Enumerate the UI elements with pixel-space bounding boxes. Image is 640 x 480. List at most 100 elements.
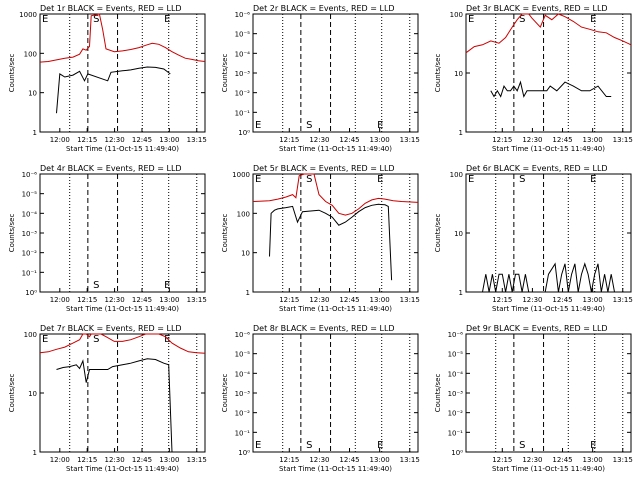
plot-frame	[252, 333, 419, 453]
x-tick-label: 12:15	[492, 136, 512, 144]
x-axis-label: Start Time (11-Oct-15 11:49:40)	[492, 305, 605, 313]
x-tick-label: 12:45	[552, 136, 572, 144]
event-marker-e: E	[255, 440, 261, 451]
y-tick-label: 10⁰	[451, 449, 463, 457]
panel-title: Det 9r BLACK = Events, RED = LLD	[466, 324, 608, 333]
event-marker-s: S	[519, 440, 525, 451]
y-tick-label: 10	[28, 390, 37, 398]
y-tick-label: 10⁻³	[235, 70, 251, 78]
y-tick-label: 10⁻¹	[448, 429, 464, 437]
event-marker-s: S	[93, 334, 99, 345]
y-tick-label: 1	[459, 289, 463, 297]
plot-frame	[39, 13, 206, 133]
x-tick-label: 12:15	[77, 456, 97, 464]
event-marker-e: E	[42, 334, 48, 345]
y-axis-label: Counts/sec	[221, 54, 229, 93]
x-axis-label: Start Time (11-Oct-15 11:49:40)	[279, 465, 392, 473]
x-tick-label: 12:15	[492, 296, 512, 304]
detector-panel-7: Det 7r BLACK = Events, RED = LLD 1 10 100 12…	[8, 324, 207, 473]
x-tick-label: 13:00	[159, 296, 179, 304]
y-tick-label: 1	[459, 129, 463, 137]
event-marker-e: E	[468, 174, 474, 185]
plot-frame	[252, 13, 419, 133]
x-tick-label: 13:00	[159, 456, 179, 464]
x-tick-label: 13:15	[187, 136, 207, 144]
x-tick-label: 12:15	[279, 296, 299, 304]
event-marker-s: S	[93, 280, 99, 291]
x-tick-label: 13:15	[400, 296, 420, 304]
event-marker-s: S	[306, 440, 312, 451]
panel-title: Det 2r BLACK = Events, RED = LLD	[253, 4, 395, 13]
y-tick-label: 10⁻⁶	[235, 11, 251, 19]
event-marker-e: E	[377, 120, 383, 131]
x-tick-label: 13:00	[370, 296, 390, 304]
y-tick-label: 10⁻⁵	[235, 31, 251, 39]
events-series	[269, 203, 393, 281]
x-axis-label: Start Time (11-Oct-15 11:49:40)	[492, 465, 605, 473]
y-tick-label: 10⁻³	[235, 390, 251, 398]
events-series	[56, 358, 173, 453]
event-marker-s: S	[306, 174, 312, 185]
y-tick-label: 10⁻²	[235, 90, 251, 98]
y-tick-label: 10⁰	[25, 289, 37, 297]
event-marker-s: S	[519, 14, 525, 25]
x-tick-label: 12:30	[522, 456, 542, 464]
x-tick-label: 12:15	[279, 456, 299, 464]
x-tick-label: 13:00	[370, 136, 390, 144]
y-tick-label: 1000	[232, 171, 250, 179]
x-tick-label: 13:15	[613, 456, 633, 464]
x-axis-label: Start Time (11-Oct-15 11:49:40)	[279, 145, 392, 153]
event-marker-e: E	[164, 280, 170, 291]
y-tick-label: 1	[33, 129, 37, 137]
x-axis-label: Start Time (11-Oct-15 11:49:40)	[66, 465, 179, 473]
lld-series	[465, 13, 632, 54]
x-tick-label: 12:00	[50, 296, 70, 304]
y-axis-label: Counts/sec	[221, 214, 229, 253]
x-tick-label: 12:00	[50, 136, 70, 144]
x-axis-label: Start Time (11-Oct-15 11:49:40)	[66, 145, 179, 153]
y-axis-label: Counts/sec	[434, 54, 442, 93]
y-tick-label: 10⁻⁴	[235, 370, 251, 378]
y-tick-label: 10⁻⁴	[235, 50, 251, 58]
panel-title: Det 3r BLACK = Events, RED = LLD	[466, 4, 608, 13]
x-tick-label: 12:15	[77, 136, 97, 144]
y-tick-label: 10⁻⁶	[235, 331, 251, 339]
y-axis-label: Counts/sec	[221, 374, 229, 413]
x-tick-label: 13:15	[187, 456, 207, 464]
y-axis-label: Counts/sec	[8, 54, 16, 93]
event-marker-e: E	[468, 14, 474, 25]
y-tick-label: 10⁻³	[448, 390, 464, 398]
lld-series	[39, 333, 206, 354]
event-marker-e: E	[42, 14, 48, 25]
x-tick-label: 12:30	[309, 296, 329, 304]
y-tick-label: 10⁰	[238, 129, 250, 137]
x-tick-label: 13:15	[400, 136, 420, 144]
x-tick-label: 13:00	[370, 456, 390, 464]
y-tick-label: 10⁻⁴	[448, 370, 464, 378]
x-tick-label: 12:30	[522, 296, 542, 304]
detector-panel-6: Det 6r BLACK = Events, RED = LLD 1 10 100 12…	[434, 164, 633, 313]
detector-panel-2: Det 2r BLACK = Events, RED = LLD 10⁰ 10⁻¹ 1…	[221, 4, 420, 153]
y-tick-label: 10	[28, 90, 37, 98]
y-tick-label: 10	[454, 70, 463, 78]
y-axis-label: Counts/sec	[8, 214, 16, 253]
event-marker-s: S	[306, 120, 312, 131]
plot-frame	[465, 13, 632, 133]
event-marker-e: E	[255, 120, 261, 131]
y-tick-label: 10⁻⁶	[448, 331, 464, 339]
panel-title: Det 8r BLACK = Events, RED = LLD	[253, 324, 395, 333]
y-tick-label: 10⁻²	[235, 410, 251, 418]
x-axis-label: Start Time (11-Oct-15 11:49:40)	[279, 305, 392, 313]
x-tick-label: 12:30	[104, 296, 124, 304]
y-tick-label: 10⁻¹	[235, 429, 251, 437]
event-marker-e: E	[590, 174, 596, 185]
y-tick-label: 10	[241, 250, 250, 258]
y-tick-label: 10⁻²	[448, 410, 464, 418]
events-series	[490, 80, 612, 98]
y-tick-label: 1	[33, 449, 37, 457]
x-tick-label: 13:00	[583, 136, 603, 144]
plot-frame	[252, 173, 419, 293]
x-tick-label: 12:45	[132, 296, 152, 304]
plot-frame	[39, 333, 206, 453]
x-axis-label: Start Time (11-Oct-15 11:49:40)	[492, 145, 605, 153]
